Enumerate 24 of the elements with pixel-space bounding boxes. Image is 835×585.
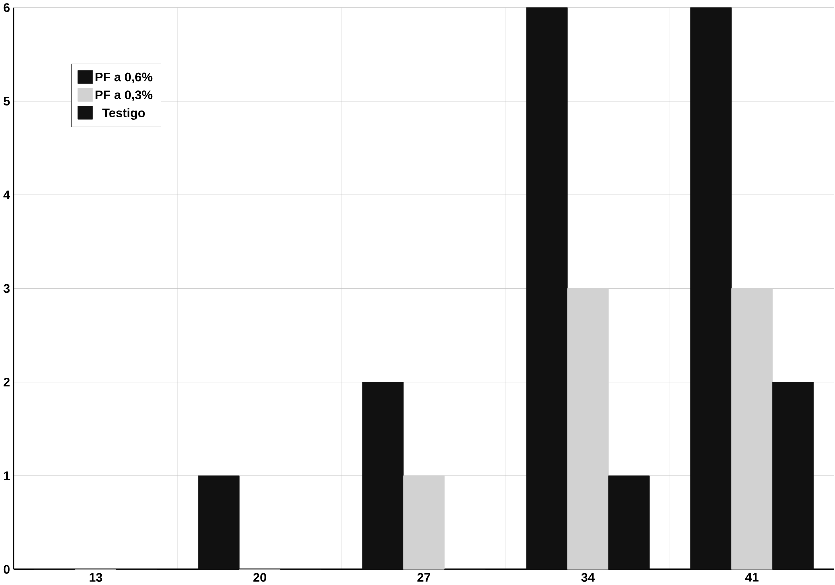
y-tick-label: 4 <box>4 190 10 200</box>
legend-label: PF a 0,6% <box>96 72 153 84</box>
x-tick-label: 41 <box>746 573 759 582</box>
bar <box>690 7 732 570</box>
bar <box>362 382 404 570</box>
y-tick-label: 1 <box>4 471 10 480</box>
bar <box>526 7 568 570</box>
bar <box>772 382 814 570</box>
y-tick-label: 5 <box>4 96 10 106</box>
bar <box>731 288 773 570</box>
y-tick-label: 0 <box>4 564 10 574</box>
y-tick-label: 3 <box>4 284 10 293</box>
y-tick-label: 2 <box>4 378 10 386</box>
x-tick-label: 13 <box>90 573 102 582</box>
legend-label: Testigo <box>102 108 146 120</box>
y-tick-label: 6 <box>4 3 10 12</box>
x-tick-label: 27 <box>418 573 430 582</box>
bar <box>608 476 650 570</box>
legend-label: PF a 0,3% <box>96 90 153 102</box>
bar <box>403 476 445 570</box>
bar <box>567 288 609 570</box>
x-tick-label: 34 <box>582 573 595 582</box>
x-tick-label: 20 <box>254 573 266 582</box>
bar <box>198 476 240 570</box>
